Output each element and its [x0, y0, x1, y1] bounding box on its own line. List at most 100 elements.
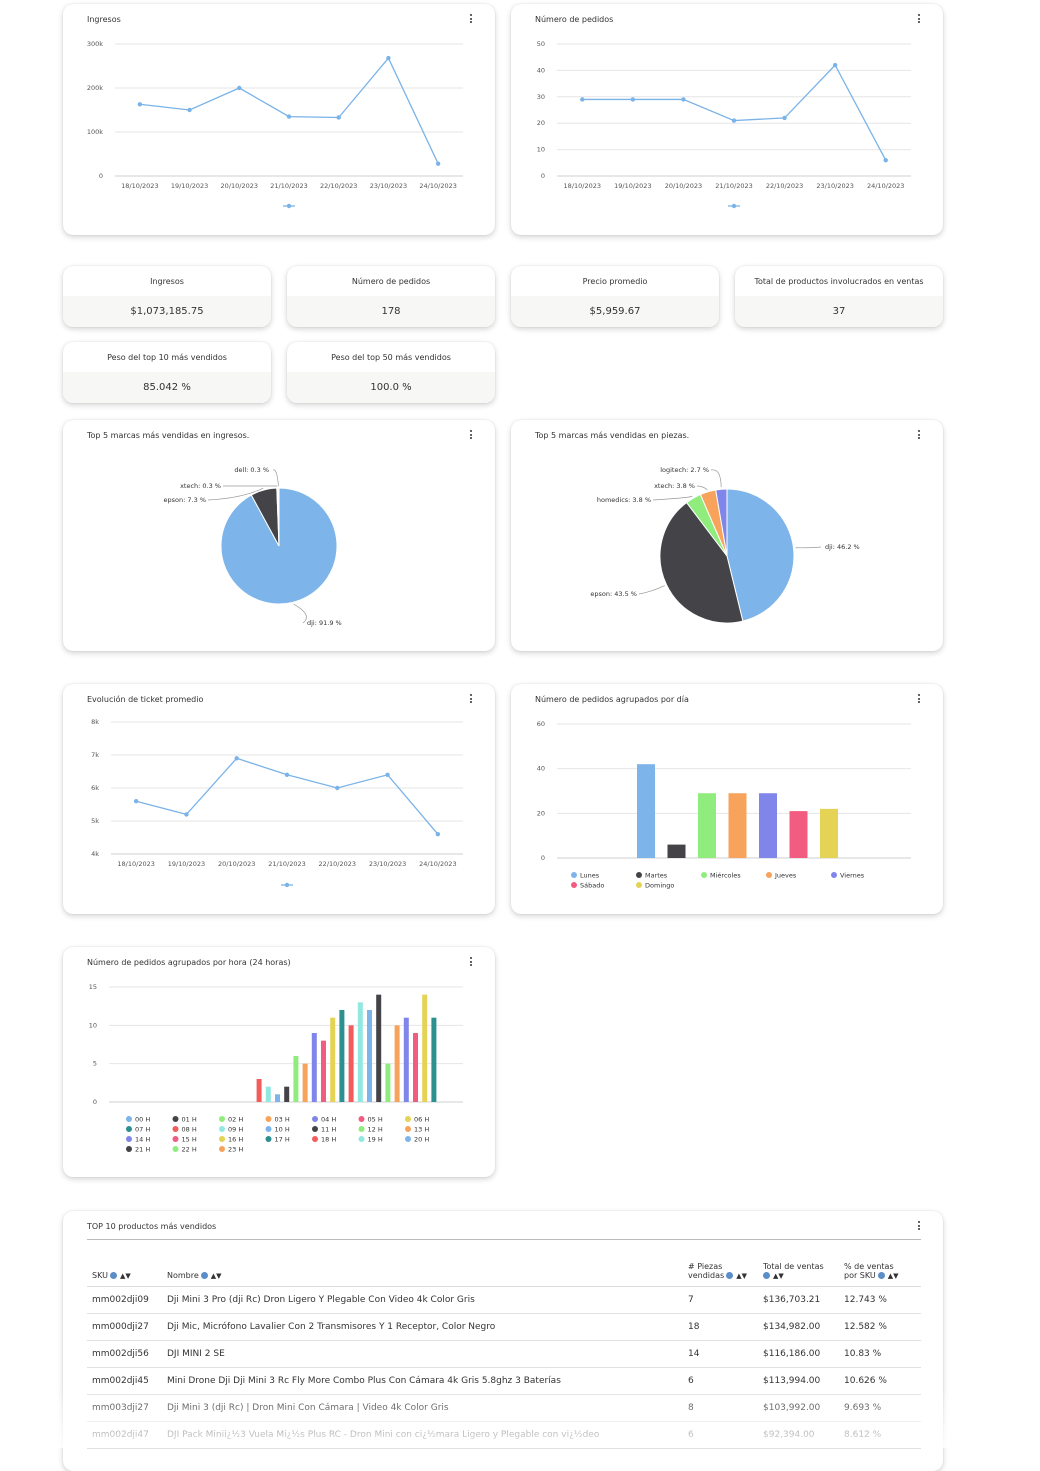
info-icon[interactable] [201, 1272, 208, 1279]
y-tick-label: 20 [537, 119, 545, 127]
data-point [134, 799, 138, 803]
column-header-sku[interactable]: SKU▲▼ [87, 1240, 162, 1287]
slice-label: xtech: 3.8 % [654, 482, 695, 490]
y-tick-label: 5k [91, 817, 99, 825]
info-icon[interactable] [878, 1272, 885, 1279]
legend-marker [126, 1116, 132, 1122]
y-tick-label: 8k [91, 718, 99, 726]
legend-label: Martes [645, 872, 668, 880]
legend-marker [219, 1146, 225, 1152]
bar [339, 1010, 344, 1102]
table-row[interactable]: mm002dji56 DJI MINI 2 SE 14 $116,186.00 … [87, 1341, 921, 1368]
legend-label: 00 H [135, 1116, 150, 1124]
legend-marker [285, 883, 289, 887]
data-point [187, 108, 191, 112]
sort-icon[interactable]: ▲▼ [888, 1272, 899, 1280]
cell-name: Dji Mini 3 (dji Rc) | Dron Mini Con Cáma… [162, 1395, 683, 1422]
legend-label: 23 H [228, 1146, 243, 1154]
brands-pieces-chart-card: Top 5 marcas más vendidas en piezas. dji… [511, 420, 943, 651]
kpi-card-revenue: Ingresos $1,073,185.75 [63, 266, 271, 327]
y-tick-label: 50 [537, 40, 545, 48]
y-tick-label: 300k [87, 40, 103, 48]
info-icon[interactable] [726, 1272, 733, 1279]
table-row[interactable]: mm002dji45 Mini Drone Dji Dji Mini 3 Rc … [87, 1368, 921, 1395]
legend-label: 04 H [321, 1116, 336, 1124]
bar [729, 793, 747, 858]
table-row[interactable]: mm003dji27 Dji Mini 3 (dji Rc) | Dron Mi… [87, 1395, 921, 1422]
x-tick-label: 21/10/2023 [268, 860, 305, 868]
data-point [237, 86, 241, 90]
cell-pieces: 6 [683, 1422, 758, 1449]
table-row[interactable]: mm002dji47 DJI Pack Minii¿½3 Vuela Mi¿½s… [87, 1422, 921, 1449]
legend-label: 11 H [321, 1126, 336, 1134]
kpi-label: Ingresos [63, 277, 271, 286]
x-tick-label: 18/10/2023 [117, 860, 154, 868]
legend-label: 09 H [228, 1126, 243, 1134]
slice-label: homedics: 3.8 % [597, 496, 651, 504]
bar [257, 1079, 262, 1102]
x-tick-label: 19/10/2023 [168, 860, 205, 868]
x-tick-label: 23/10/2023 [370, 182, 407, 190]
legend-marker [571, 872, 577, 878]
column-header-total[interactable]: Total de ventas▲▼ [758, 1240, 839, 1287]
x-tick-label: 22/10/2023 [319, 860, 356, 868]
cell-pieces: 18 [683, 1314, 758, 1341]
top-products-card: TOP 10 productos más vendidos SKU▲▼ Nomb… [63, 1211, 943, 1471]
bar [413, 1033, 418, 1102]
data-point [337, 115, 341, 119]
legend-marker [219, 1116, 225, 1122]
legend-label: 13 H [414, 1126, 429, 1134]
bar [358, 1002, 363, 1102]
y-tick-label: 100k [87, 128, 103, 136]
kpi-label: Total de productos involucrados en venta… [735, 277, 943, 286]
legend-marker [636, 882, 642, 888]
bar [395, 1025, 400, 1102]
legend-marker [405, 1126, 411, 1132]
table-row[interactable]: mm000dji27 Dji Mic, Micrófono Lavalier C… [87, 1314, 921, 1341]
x-tick-label: 20/10/2023 [221, 182, 258, 190]
bar [376, 995, 381, 1102]
y-tick-label: 4k [91, 850, 99, 858]
sort-icon[interactable]: ▲▼ [120, 1272, 131, 1280]
legend-label: 03 H [275, 1116, 290, 1124]
sort-icon[interactable]: ▲▼ [736, 1272, 747, 1280]
legend-marker [219, 1126, 225, 1132]
slice-label: dji: 46.2 % [825, 543, 860, 551]
y-tick-label: 10 [89, 1021, 97, 1029]
slice-label: dji: 91.9 % [307, 619, 342, 627]
bar [293, 1056, 298, 1102]
more-options-icon[interactable] [917, 1221, 921, 1233]
legend-marker [126, 1136, 132, 1142]
legend-marker [571, 882, 577, 888]
series-line [136, 758, 438, 834]
y-tick-label: 60 [537, 720, 545, 728]
y-tick-label: 7k [91, 751, 99, 759]
cell-total: $92,394.00 [758, 1422, 839, 1449]
x-tick-label: 22/10/2023 [320, 182, 357, 190]
sort-icon[interactable]: ▲▼ [773, 1272, 784, 1280]
legend-label: 02 H [228, 1116, 243, 1124]
y-tick-label: 10 [537, 146, 545, 154]
bar [698, 793, 716, 858]
legend-label: 18 H [321, 1136, 336, 1144]
kpi-value: 85.042 % [63, 372, 271, 403]
data-point [833, 63, 837, 67]
bar [275, 1094, 280, 1102]
column-header-name[interactable]: Nombre▲▼ [162, 1240, 683, 1287]
legend-marker [405, 1116, 411, 1122]
slice-label: xtech: 0.3 % [180, 482, 221, 490]
table-row[interactable]: mm002dji09 Dji Mini 3 Pro (dji Rc) Dron … [87, 1287, 921, 1314]
legend-marker [359, 1126, 365, 1132]
bar [759, 793, 777, 858]
legend-label: 10 H [275, 1126, 290, 1134]
legend-marker [173, 1126, 179, 1132]
x-tick-label: 24/10/2023 [419, 860, 456, 868]
y-tick-label: 0 [93, 1098, 97, 1106]
data-point [335, 786, 339, 790]
info-icon[interactable] [110, 1272, 117, 1279]
sort-icon[interactable]: ▲▼ [211, 1272, 222, 1280]
info-icon[interactable] [763, 1272, 770, 1279]
x-tick-label: 18/10/2023 [121, 182, 158, 190]
